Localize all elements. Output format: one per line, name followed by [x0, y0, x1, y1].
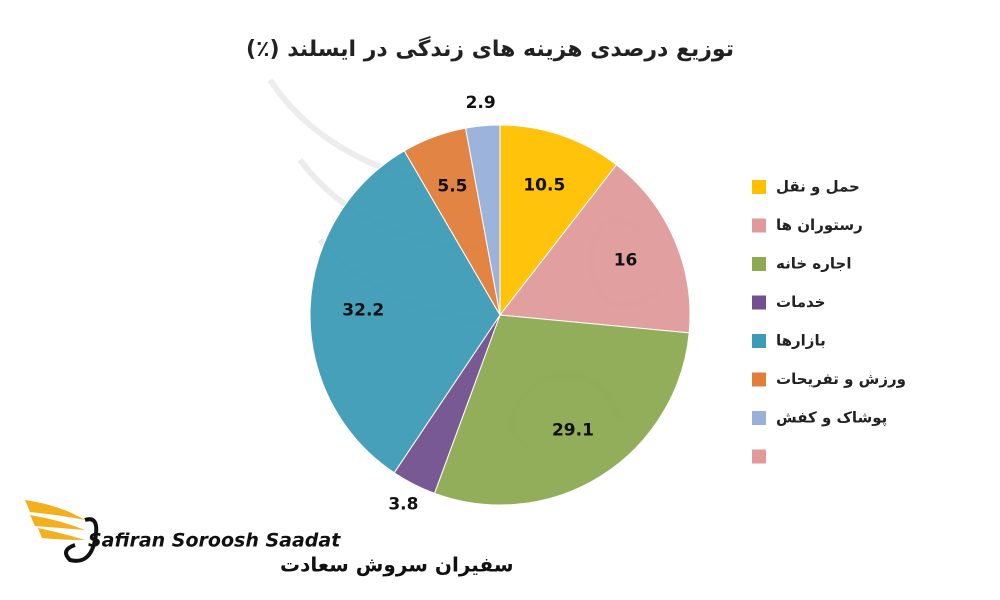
chart-title: توزیع درصدی هزینه های زندگی در ایسلند (٪…: [246, 35, 734, 62]
pie-slice: [499, 124, 618, 317]
legend-swatch: [752, 334, 766, 348]
pie-slice: [309, 150, 501, 474]
legend-swatch: [752, 257, 766, 271]
legend-label: اجاره خانه: [776, 255, 851, 273]
legend-label: حمل و نقل: [776, 178, 860, 196]
value-label: 10.5: [523, 176, 565, 196]
legend: حمل و نقل رستوران ها اجاره خانه خدمات بازاره…: [752, 178, 906, 464]
legend-label: خدمات: [776, 293, 825, 311]
pie-slice: [499, 164, 691, 334]
value-label: 2.9: [466, 93, 496, 113]
legend-swatch: [752, 449, 766, 464]
pie-slice: [433, 314, 690, 506]
legend-label: رستوران ها: [776, 216, 863, 234]
value-label: 3.8: [388, 495, 418, 515]
legend-swatch: [752, 372, 766, 387]
pie-slice: [464, 124, 501, 316]
legend-label: ورزش و تفریحات: [776, 370, 906, 388]
value-label: 29.1: [552, 421, 594, 441]
logo: Safiran Soroosh Saadat سفیران سروش سعادت: [25, 500, 514, 577]
value-label: 5.5: [437, 177, 467, 197]
legend-label: پوشاک و کفش: [776, 409, 887, 428]
value-label: 32.2: [342, 301, 384, 321]
legend-swatch: [752, 411, 766, 425]
brand-name-fa: سفیران سروش سعادت: [280, 553, 514, 577]
brand-name: Safiran Soroosh Saadat: [88, 530, 341, 552]
value-label: 16: [614, 251, 638, 271]
legend-swatch: [752, 295, 766, 310]
legend-swatch: [752, 218, 766, 233]
pie: 10.5 16 29.1 3.8 32.2 5.5 2.9: [309, 93, 691, 515]
legend-swatch: [752, 180, 766, 194]
legend-label: بازارها: [776, 332, 826, 350]
